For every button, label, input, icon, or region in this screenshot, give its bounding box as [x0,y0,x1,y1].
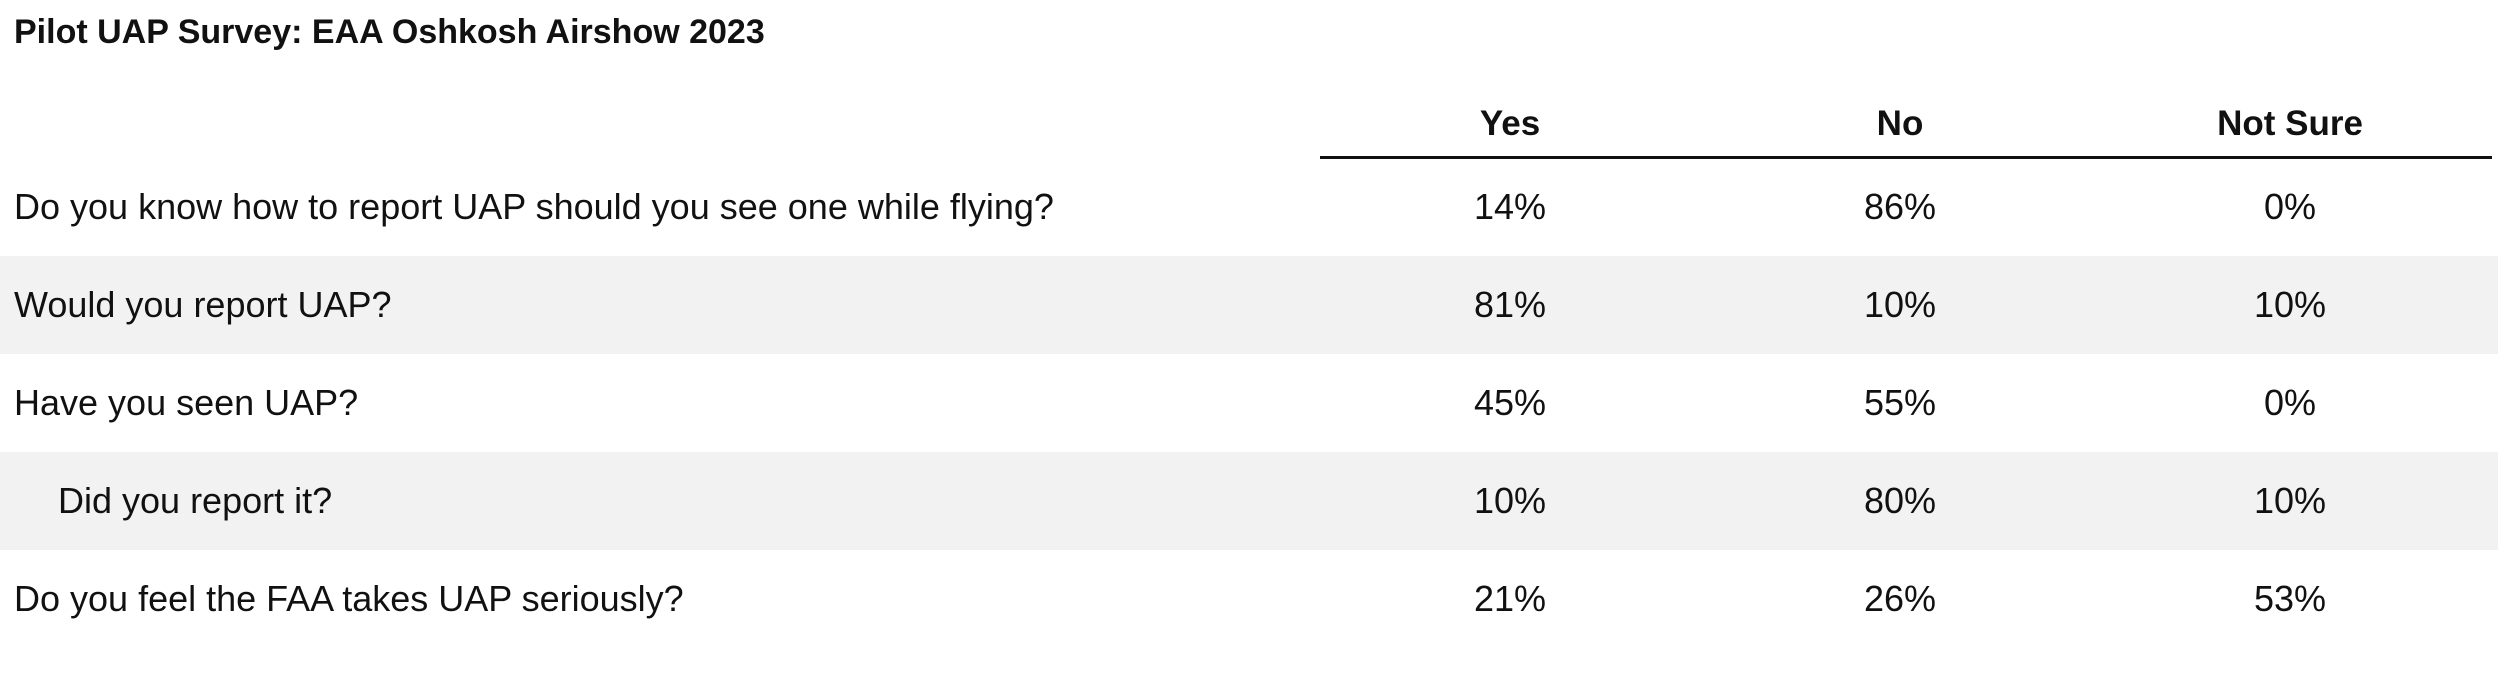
cell-no: 10% [1863,284,1937,325]
cell-not-sure: 0% [2263,382,2317,423]
row-question: Do you feel the FAA takes UAP seriously? [14,578,684,619]
table-row: Do you know how to report UAP should you… [0,158,2498,256]
table-row: Do you feel the FAA takes UAP seriously?… [0,550,2498,648]
row-question: Would you report UAP? [14,284,392,325]
cell-yes: 45% [1473,382,1547,423]
row-question: Did you report it? [58,480,333,521]
cell-yes: 10% [1473,480,1547,521]
cell-yes: 21% [1473,578,1547,619]
cell-not-sure: 10% [2253,480,2327,521]
column-header-yes: Yes [1479,104,1541,143]
cell-yes: 81% [1473,284,1547,325]
column-header-not-sure: Not Sure [2217,104,2363,143]
cell-no: 26% [1863,578,1937,619]
column-header-no: No [1876,104,1924,143]
cell-not-sure: 10% [2253,284,2327,325]
table-row: Have you seen UAP? 45% 55% 0% [0,354,2498,452]
cell-yes: 14% [1473,186,1547,227]
cell-not-sure: 53% [2253,578,2327,619]
table-title: Pilot UAP Survey: EAA Oshkosh Airshow 20… [14,13,765,51]
cell-no: 80% [1863,480,1937,521]
cell-no: 55% [1863,382,1937,423]
row-question: Do you know how to report UAP should you… [14,186,1054,227]
table-row: Would you report UAP? 81% 10% 10% [0,256,2498,354]
table-row: Did you report it? 10% 80% 10% [0,452,2498,550]
survey-table: Yes No Not Sure Do you know how to repor… [0,96,2498,648]
header-rule [1320,156,2492,159]
cell-not-sure: 0% [2263,186,2317,227]
row-question: Have you seen UAP? [14,382,359,423]
table-header: Yes No Not Sure [0,96,2498,159]
cell-no: 86% [1863,186,1937,227]
